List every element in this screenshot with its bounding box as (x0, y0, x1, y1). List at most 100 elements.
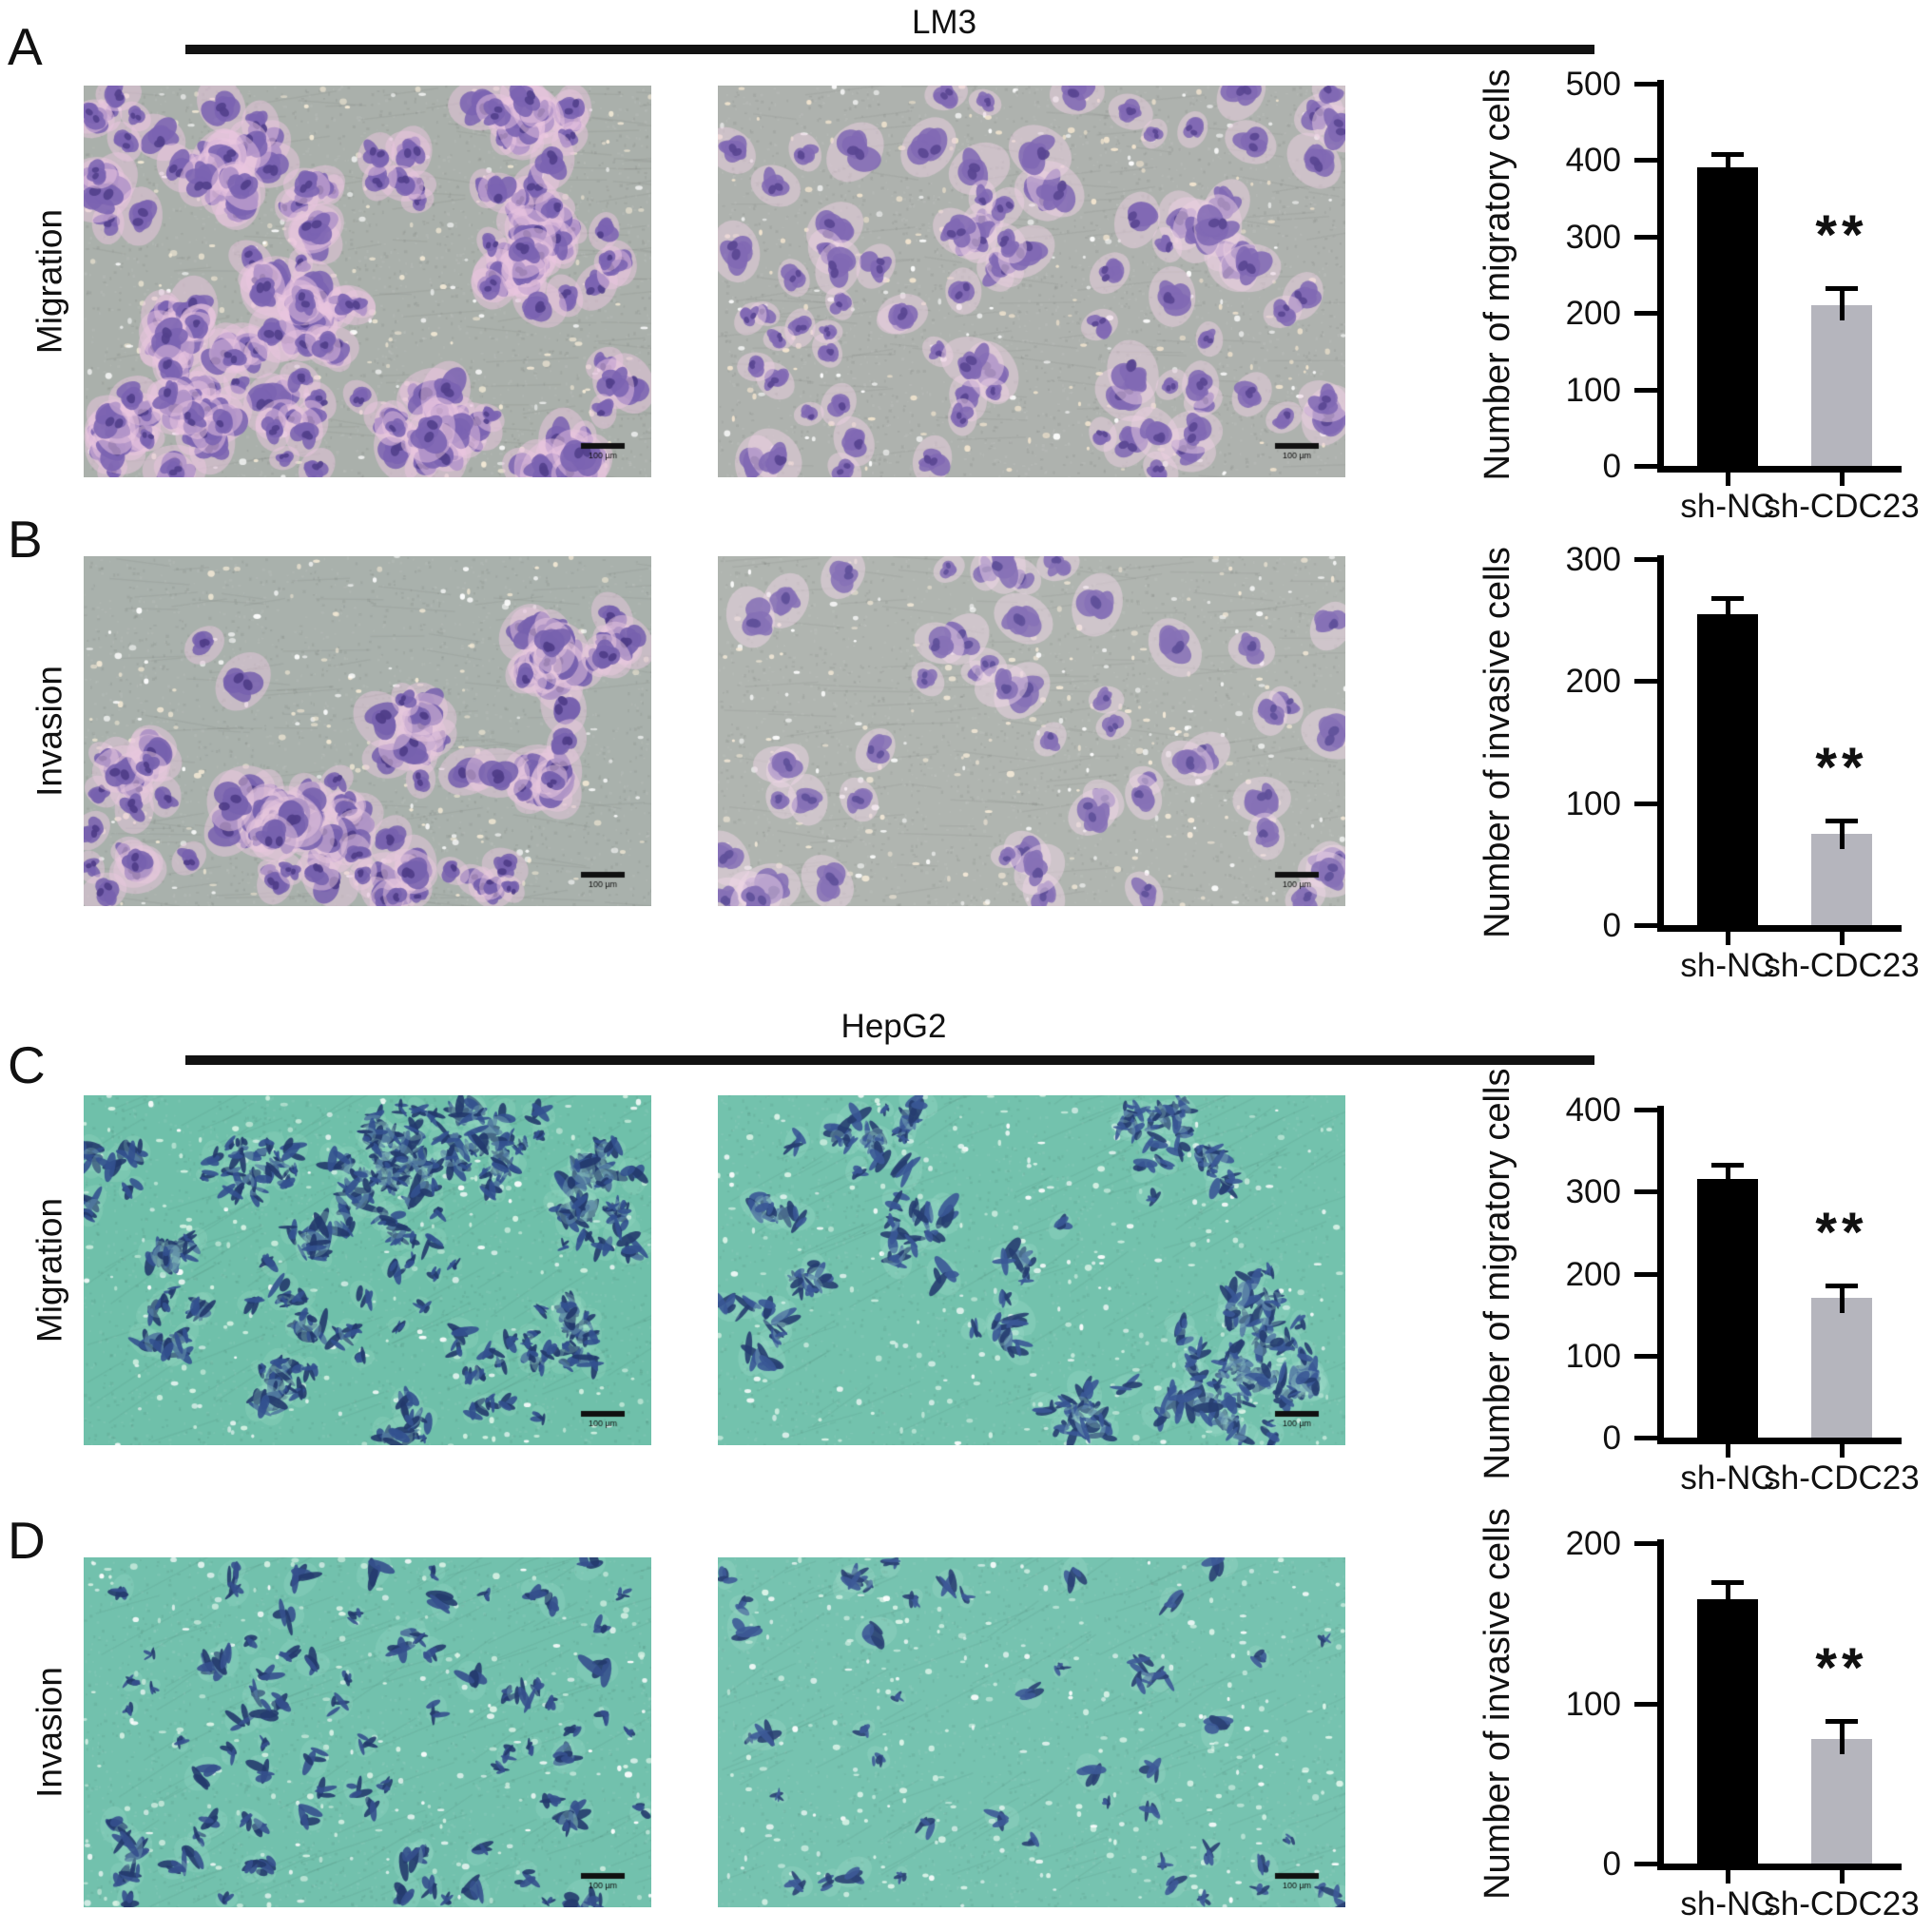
error-bar-line-sh-CDC23 (1839, 1719, 1845, 1754)
x-category-label: sh-CDC23 (1764, 947, 1920, 984)
error-bar-line-sh-NC (1725, 152, 1730, 184)
y-axis-title: Number of invasive cells (1478, 546, 1517, 938)
assay-label-invasion-hepg2: Invasion (29, 1667, 69, 1798)
micrograph-lm3-invasion-sh-nc (84, 556, 651, 906)
bar-sh-NC (1697, 167, 1758, 466)
micrograph-lm3-migration-sh-nc (84, 86, 651, 477)
error-bar-cap-sh-NC (1711, 152, 1744, 158)
y-tick-label: 100 (1565, 371, 1621, 409)
y-tick-label: 200 (1565, 295, 1621, 333)
y-tick (1634, 557, 1657, 562)
y-tick-label: 0 (1602, 1845, 1621, 1883)
y-tick (1634, 387, 1657, 393)
error-bar-cap-sh-CDC23 (1826, 819, 1858, 824)
section-title-hepg2: HepG2 (840, 1008, 947, 1045)
x-category-label: sh-NC (1680, 1459, 1775, 1497)
y-axis-title: Number of migratory cells (1478, 68, 1517, 481)
y-tick (1634, 158, 1657, 164)
y-tick (1634, 1436, 1657, 1440)
micrograph-hepg2-invasion-sh-cdc23 (718, 1557, 1345, 1907)
y-tick (1634, 234, 1657, 240)
bar-sh-NC (1697, 1179, 1758, 1438)
y-tick-label: 300 (1565, 541, 1621, 578)
bar-sh-CDC23 (1811, 1738, 1872, 1864)
x-tick (1839, 1870, 1845, 1884)
x-tick (1725, 932, 1730, 945)
x-tick (1839, 1444, 1845, 1458)
y-tick-label: 500 (1565, 66, 1621, 103)
micrograph-lm3-invasion-sh-cdc23 (718, 556, 1345, 906)
x-category-label: sh-CDC23 (1764, 1459, 1920, 1497)
panel-letter-d: D (8, 1511, 46, 1570)
bar-sh-CDC23 (1811, 833, 1872, 925)
error-bar-line-sh-CDC23 (1839, 286, 1845, 321)
x-tick (1839, 473, 1845, 486)
error-bar-cap-sh-NC (1711, 1163, 1744, 1169)
x-tick (1725, 1870, 1730, 1884)
y-axis-line (1657, 1106, 1664, 1444)
bar-sh-CDC23 (1811, 305, 1872, 466)
y-tick (1634, 923, 1657, 928)
y-tick (1634, 679, 1657, 685)
y-axis-line (1657, 555, 1664, 932)
error-bar-line-sh-CDC23 (1839, 1283, 1845, 1314)
x-category-label: sh-CDC23 (1764, 488, 1920, 525)
y-tick-label: 400 (1565, 142, 1621, 180)
significance-stars: ** (1815, 1201, 1868, 1264)
error-bar-line-sh-NC (1725, 1579, 1730, 1614)
y-tick (1634, 801, 1657, 806)
bar-sh-CDC23 (1811, 1298, 1872, 1438)
y-axis-title: Number of invasive cells (1478, 1507, 1517, 1900)
section-header-bar-lm3 (185, 45, 1594, 54)
x-tick (1725, 1444, 1730, 1458)
y-tick (1634, 1701, 1657, 1707)
y-tick-label: 100 (1565, 1337, 1621, 1375)
y-tick (1634, 311, 1657, 317)
x-category-label: sh-NC (1680, 1885, 1775, 1922)
error-bar-cap-sh-NC (1711, 595, 1744, 601)
error-bar-cap-sh-NC (1711, 1579, 1744, 1585)
y-tick (1634, 1108, 1657, 1112)
y-tick-label: 400 (1565, 1092, 1621, 1129)
micrograph-hepg2-invasion-sh-nc (84, 1557, 651, 1907)
section-title-lm3: LM3 (911, 4, 977, 41)
x-axis-line (1657, 925, 1902, 932)
y-tick-label: 300 (1565, 218, 1621, 256)
assay-label-invasion-lm3: Invasion (29, 666, 69, 797)
y-tick-label: 300 (1565, 1173, 1621, 1211)
panel-letter-c: C (8, 1035, 46, 1094)
x-axis-line (1657, 1864, 1902, 1870)
error-bar-cap-sh-CDC23 (1826, 1283, 1858, 1288)
significance-stars: ** (1815, 1637, 1868, 1700)
x-axis-line (1657, 1438, 1902, 1444)
y-tick (1634, 1353, 1657, 1359)
y-tick (1634, 1862, 1657, 1866)
y-tick-label: 200 (1565, 1255, 1621, 1293)
y-axis-line (1657, 1539, 1664, 1870)
y-tick-label: 0 (1602, 1420, 1621, 1457)
y-tick (1634, 464, 1657, 469)
x-tick (1725, 473, 1730, 486)
y-tick-label: 200 (1565, 1525, 1621, 1562)
error-bar-line-sh-NC (1725, 595, 1730, 629)
panel-letter-a: A (8, 17, 43, 76)
error-bar-line-sh-NC (1725, 1163, 1730, 1195)
x-category-label: sh-NC (1680, 947, 1775, 984)
error-bar-cap-sh-CDC23 (1826, 286, 1858, 292)
panel-letter-b: B (8, 510, 43, 569)
micrograph-hepg2-migration-sh-cdc23 (718, 1095, 1345, 1445)
y-tick (1634, 1271, 1657, 1277)
y-tick (1634, 1189, 1657, 1195)
y-tick-label: 100 (1565, 1685, 1621, 1723)
significance-stars: ** (1815, 737, 1868, 800)
error-bar-cap-sh-CDC23 (1826, 1719, 1858, 1725)
y-axis-title: Number of migratory cells (1478, 1068, 1517, 1479)
micrograph-hepg2-migration-sh-nc (84, 1095, 651, 1445)
error-bar-line-sh-CDC23 (1839, 819, 1845, 849)
x-tick (1839, 932, 1845, 945)
x-category-label: sh-CDC23 (1764, 1885, 1920, 1922)
x-axis-line (1657, 466, 1902, 473)
bar-sh-NC (1697, 613, 1758, 925)
assay-label-migration-lm3: Migration (29, 208, 69, 355)
